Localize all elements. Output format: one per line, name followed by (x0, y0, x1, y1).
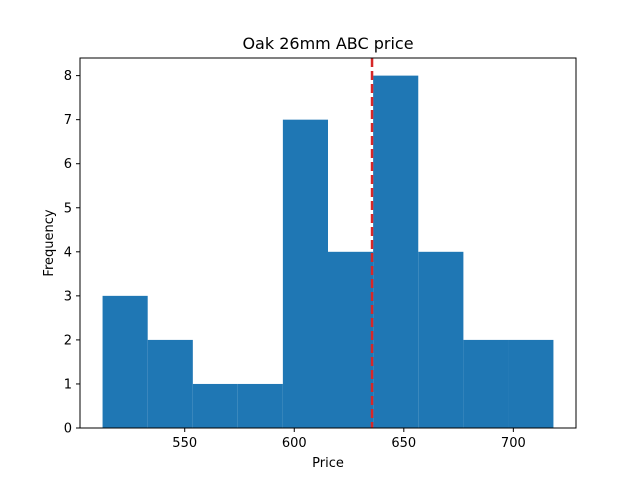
y-axis-label: Frequency (42, 209, 57, 276)
histogram-bar-5 (282, 119, 328, 429)
histogram-bar-4 (237, 383, 283, 428)
x-axis-label: Price (312, 456, 344, 471)
y-tick-label: 5 (64, 201, 72, 216)
y-axis: 0 1 2 3 4 5 6 7 8 (64, 69, 80, 437)
y-tick-label: 7 (64, 113, 72, 128)
plot-frame (79, 57, 577, 429)
histogram-bar-7 (373, 75, 419, 428)
y-tick-label: 6 (64, 157, 72, 172)
chart-title: Oak 26mm ABC price (242, 34, 413, 53)
x-axis: 550 600 650 700 (172, 428, 526, 451)
y-tick-label: 2 (64, 333, 72, 348)
histogram-bar-3 (192, 383, 238, 428)
histogram-bar-2 (147, 339, 193, 428)
histogram-bar-9 (463, 339, 509, 428)
y-tick-label: 0 (64, 422, 72, 437)
y-tick-label: 1 (64, 377, 72, 392)
histogram-bar-6 (328, 251, 374, 428)
x-tick-label: 550 (172, 436, 197, 451)
y-tick-label: 3 (64, 289, 72, 304)
histogram-bar-1 (102, 295, 148, 428)
x-tick-label: 600 (282, 436, 307, 451)
bars-group (102, 75, 554, 429)
y-tick-label: 4 (64, 245, 72, 260)
x-tick-label: 700 (501, 436, 526, 451)
histogram-bar-8 (418, 251, 464, 428)
histogram-bar-10 (508, 339, 554, 428)
y-tick-label: 8 (64, 69, 72, 84)
x-tick-label: 650 (391, 436, 416, 451)
